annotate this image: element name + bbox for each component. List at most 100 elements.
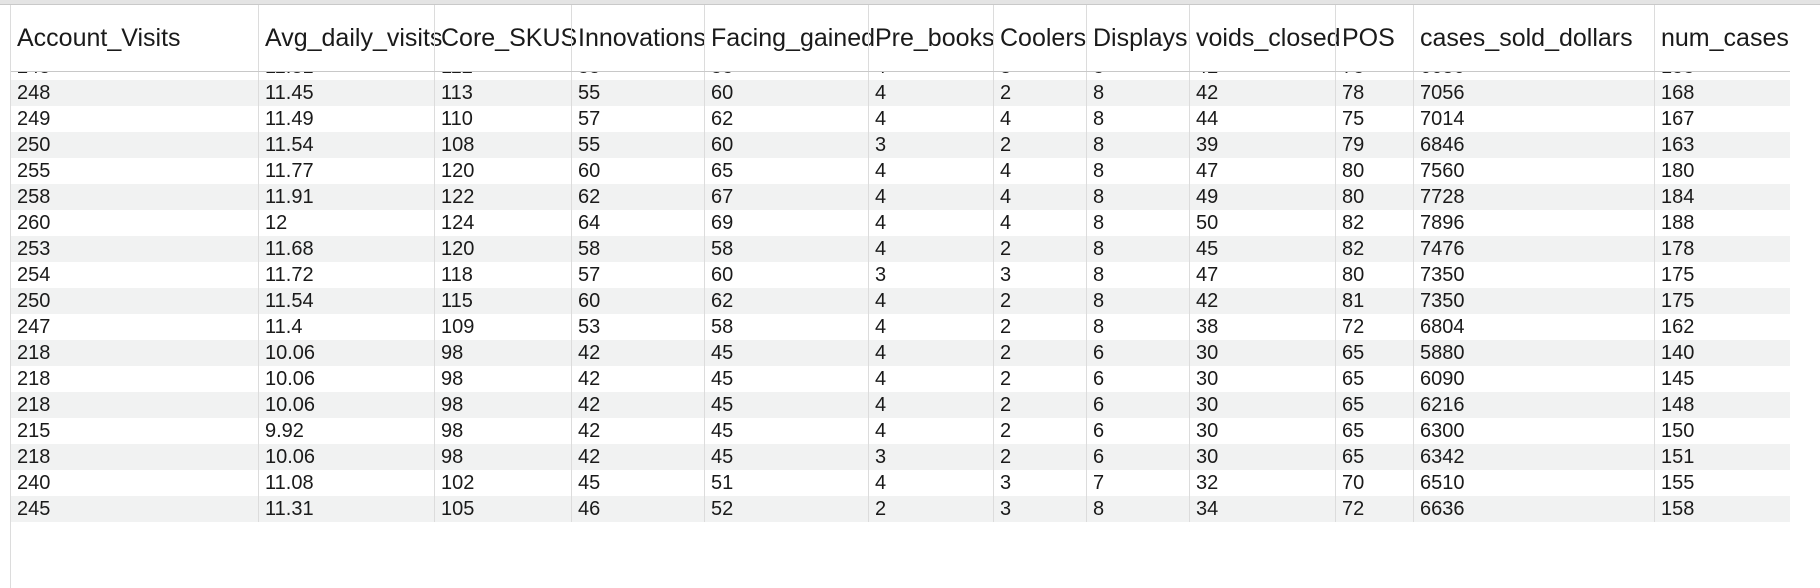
cell-displays[interactable]: 8 [1086, 80, 1189, 106]
cell-num-cases[interactable]: 162 [1654, 314, 1790, 340]
cell-core-skus[interactable]: 118 [434, 262, 571, 288]
cell-facing-gained[interactable]: 58 [704, 236, 868, 262]
cell-core-skus[interactable]: 115 [434, 288, 571, 314]
cell-avg-daily-visits[interactable]: 11.31 [258, 72, 434, 80]
cell-pre-books[interactable]: 4 [868, 72, 993, 80]
cell-facing-gained[interactable]: 62 [704, 106, 868, 132]
cell-avg-daily-visits[interactable]: 10.06 [258, 444, 434, 470]
cell-voids-closed[interactable]: 30 [1189, 392, 1335, 418]
cell-voids-closed[interactable]: 39 [1189, 132, 1335, 158]
cell-voids-closed[interactable]: 38 [1189, 314, 1335, 340]
cell-innovations[interactable]: 45 [571, 470, 704, 496]
cell-num-cases[interactable]: 158 [1654, 496, 1790, 522]
table-row[interactable]: 218 10.06 98 42 45 4 2 6 30 65 6216 148 [0, 392, 1790, 418]
cell-num-cases[interactable]: 140 [1654, 340, 1790, 366]
cell-account-visits[interactable]: 245 [10, 496, 258, 522]
cell-cases-sold-dollars[interactable]: 7056 [1413, 80, 1654, 106]
cell-facing-gained[interactable]: 60 [704, 262, 868, 288]
cell-core-skus[interactable]: 98 [434, 444, 571, 470]
cell-account-visits[interactable]: 253 [10, 236, 258, 262]
cell-displays[interactable]: 8 [1086, 158, 1189, 184]
cell-pos[interactable]: 72 [1335, 496, 1413, 522]
cell-pos[interactable]: 82 [1335, 210, 1413, 236]
cell-coolers[interactable]: 3 [993, 470, 1086, 496]
cell-coolers[interactable]: 4 [993, 158, 1086, 184]
cell-pre-books[interactable]: 4 [868, 470, 993, 496]
column-header-coolers[interactable]: Coolers [993, 5, 1086, 71]
cell-cases-sold-dollars[interactable]: 6636 [1413, 72, 1654, 80]
cell-pos[interactable]: 78 [1335, 72, 1413, 80]
cell-cases-sold-dollars[interactable]: 6090 [1413, 366, 1654, 392]
cell-pos[interactable]: 65 [1335, 392, 1413, 418]
table-row[interactable]: 248 11.45 113 55 60 4 2 8 42 78 7056 168 [0, 80, 1790, 106]
cell-account-visits[interactable]: 260 [10, 210, 258, 236]
cell-account-visits[interactable]: 248 [10, 80, 258, 106]
cell-core-skus[interactable]: 110 [434, 106, 571, 132]
cell-cases-sold-dollars[interactable]: 7896 [1413, 210, 1654, 236]
column-header-pos[interactable]: POS [1335, 5, 1413, 71]
cell-voids-closed[interactable]: 32 [1189, 470, 1335, 496]
cell-avg-daily-visits[interactable]: 11.91 [258, 184, 434, 210]
cell-pos[interactable]: 65 [1335, 418, 1413, 444]
cell-num-cases[interactable]: 184 [1654, 184, 1790, 210]
cell-avg-daily-visits[interactable]: 11.54 [258, 132, 434, 158]
cell-pre-books[interactable]: 3 [868, 444, 993, 470]
table-row[interactable]: 218 10.06 98 42 45 4 2 6 30 65 5880 140 [0, 340, 1790, 366]
cell-account-visits[interactable]: 218 [10, 340, 258, 366]
cell-num-cases[interactable]: 158 [1654, 72, 1790, 80]
cell-displays[interactable]: 8 [1086, 210, 1189, 236]
cell-core-skus[interactable]: 109 [434, 314, 571, 340]
cell-displays[interactable]: 6 [1086, 418, 1189, 444]
table-row[interactable]: 249 11.49 110 57 62 4 4 8 44 75 7014 167 [0, 106, 1790, 132]
cell-innovations[interactable]: 55 [571, 132, 704, 158]
cell-cases-sold-dollars[interactable]: 7350 [1413, 262, 1654, 288]
cell-coolers[interactable]: 4 [993, 184, 1086, 210]
cell-cases-sold-dollars[interactable]: 7014 [1413, 106, 1654, 132]
cell-coolers[interactable]: 2 [993, 340, 1086, 366]
table-row[interactable]: 240 11.08 102 45 51 4 3 7 32 70 6510 155 [0, 470, 1790, 496]
cell-avg-daily-visits[interactable]: 10.06 [258, 392, 434, 418]
cell-displays[interactable]: 8 [1086, 262, 1189, 288]
cell-num-cases[interactable]: 168 [1654, 80, 1790, 106]
cell-displays[interactable]: 8 [1086, 132, 1189, 158]
cell-displays[interactable]: 6 [1086, 340, 1189, 366]
cell-voids-closed[interactable]: 50 [1189, 210, 1335, 236]
cell-core-skus[interactable]: 108 [434, 132, 571, 158]
cell-avg-daily-visits[interactable]: 12 [258, 210, 434, 236]
cell-cases-sold-dollars[interactable]: 6300 [1413, 418, 1654, 444]
cell-cases-sold-dollars[interactable]: 7560 [1413, 158, 1654, 184]
cell-core-skus[interactable]: 105 [434, 496, 571, 522]
cell-core-skus[interactable]: 113 [434, 80, 571, 106]
cell-avg-daily-visits[interactable]: 11.4 [258, 314, 434, 340]
column-header-voids-closed[interactable]: voids_closed [1189, 5, 1341, 71]
cell-num-cases[interactable]: 188 [1654, 210, 1790, 236]
cell-avg-daily-visits[interactable]: 11.31 [258, 496, 434, 522]
cell-facing-gained[interactable]: 45 [704, 340, 868, 366]
column-header-cases-sold-dollars[interactable]: cases_sold_dollars [1413, 5, 1654, 71]
cell-innovations[interactable]: 58 [571, 236, 704, 262]
cell-innovations[interactable]: 42 [571, 418, 704, 444]
cell-avg-daily-visits[interactable]: 11.08 [258, 470, 434, 496]
cell-innovations[interactable]: 42 [571, 392, 704, 418]
cell-coolers[interactable]: 2 [993, 80, 1086, 106]
cell-avg-daily-visits[interactable]: 10.06 [258, 366, 434, 392]
cell-account-visits[interactable]: 258 [10, 184, 258, 210]
cell-avg-daily-visits[interactable]: 10.06 [258, 340, 434, 366]
cell-account-visits[interactable]: 218 [10, 444, 258, 470]
cell-avg-daily-visits[interactable]: 11.72 [258, 262, 434, 288]
cell-core-skus[interactable]: 120 [434, 158, 571, 184]
cell-pre-books[interactable]: 4 [868, 210, 993, 236]
column-header-innovations[interactable]: Innovations [571, 5, 706, 71]
column-header-displays[interactable]: Displays [1086, 5, 1189, 71]
column-header-num-cases[interactable]: num_cases [1654, 5, 1790, 71]
cell-facing-gained[interactable]: 58 [704, 314, 868, 340]
cell-account-visits[interactable]: 249 [10, 106, 258, 132]
cell-account-visits[interactable]: 247 [10, 314, 258, 340]
cell-core-skus[interactable]: 102 [434, 470, 571, 496]
cell-avg-daily-visits[interactable]: 11.45 [258, 80, 434, 106]
cell-pos[interactable]: 72 [1335, 314, 1413, 340]
cell-cases-sold-dollars[interactable]: 5880 [1413, 340, 1654, 366]
cell-facing-gained[interactable]: 45 [704, 392, 868, 418]
cell-coolers[interactable]: 4 [993, 210, 1086, 236]
cell-coolers[interactable]: 3 [993, 496, 1086, 522]
